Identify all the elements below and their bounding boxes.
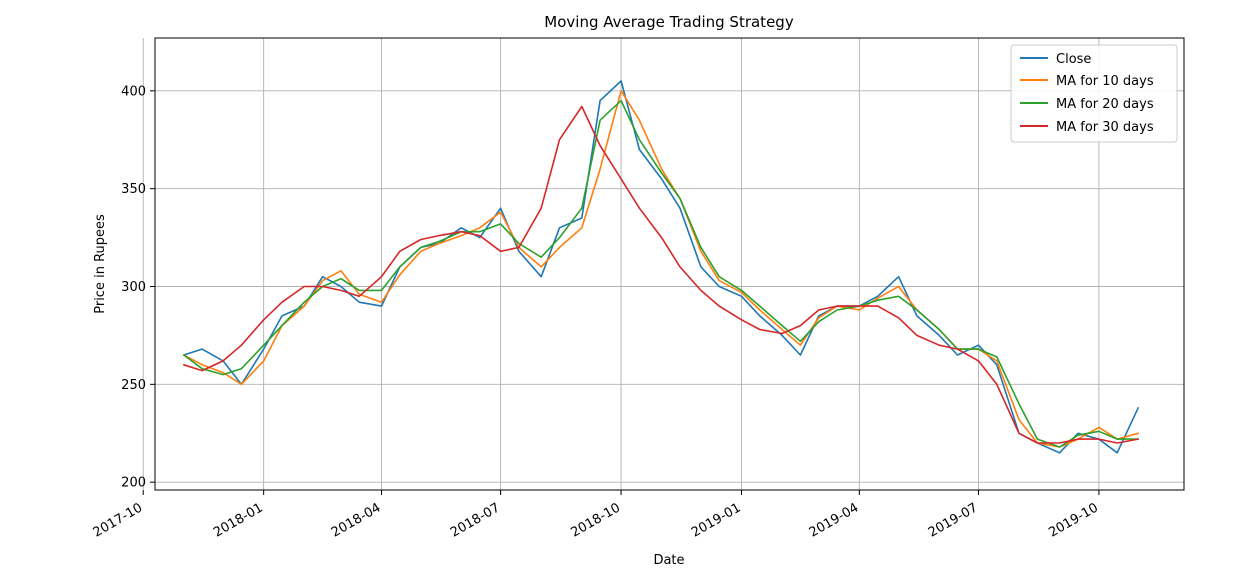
series-line-ma30 (183, 105, 1139, 444)
series-layer (183, 80, 1139, 454)
chart-title: Moving Average Trading Strategy (544, 13, 794, 31)
legend-label-close: Close (1056, 52, 1091, 67)
legend: Close MA for 10 days MA for 20 days MA f… (1010, 44, 1178, 143)
legend-label-ma10: MA for 10 days (1056, 74, 1154, 89)
y-tick-label: 200 (121, 476, 146, 491)
x-tick-label: 2018-07 (448, 500, 503, 540)
y-tick-label: 400 (121, 84, 146, 99)
y-tick-layer: 200 250 300 350 400 (121, 84, 155, 491)
x-tick-label: 2018-04 (329, 500, 384, 540)
x-tick-label: 2017-10 (91, 500, 146, 540)
x-tick-label: 2018-01 (211, 500, 266, 540)
y-tick-label: 250 (121, 378, 146, 393)
y-axis-label: Price in Rupees (93, 214, 108, 314)
series-line-close (183, 80, 1139, 454)
legend-label-ma30: MA for 30 days (1056, 120, 1154, 135)
x-axis-label: Date (653, 553, 684, 568)
legend-box (1010, 44, 1178, 143)
plot-frame (154, 37, 1185, 491)
x-tick-label: 2019-01 (689, 500, 744, 540)
legend-label-ma20: MA for 20 days (1056, 97, 1154, 112)
y-tick-label: 350 (121, 182, 146, 197)
x-tick-label: 2019-10 (1046, 500, 1101, 540)
y-tick-label: 300 (121, 280, 146, 295)
series-line-ma20 (183, 99, 1139, 448)
x-tick-layer: 2017-10 2018-01 2018-04 2018-07 2018-10 2019-… (91, 490, 1101, 541)
x-tick-label: 2018-10 (569, 500, 624, 540)
x-tick-label: 2019-07 (926, 500, 981, 540)
x-tick-label: 2019-04 (807, 500, 862, 540)
series-line-ma10 (183, 90, 1139, 448)
